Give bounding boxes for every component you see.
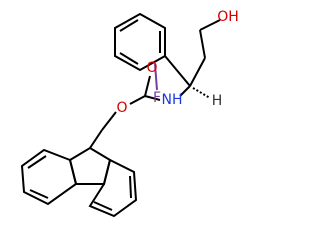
bond (129, 95, 146, 105)
bond (189, 57, 206, 87)
right-ring (88, 158, 138, 218)
atom-label: O (146, 60, 157, 76)
bond (144, 75, 151, 97)
bond (89, 129, 103, 149)
atom-label: OH (217, 9, 239, 25)
double-bond (119, 52, 139, 65)
atom-label: F (153, 90, 161, 106)
bond (144, 95, 161, 101)
bond (199, 29, 206, 59)
phenyl-ring (114, 12, 166, 72)
double-bond (29, 189, 49, 199)
double-bond (129, 175, 132, 199)
bond (179, 85, 191, 97)
double-bond (93, 201, 113, 211)
hashed-bond (192, 87, 211, 99)
bond (164, 55, 191, 87)
atom-label: O (116, 100, 127, 116)
bonds (20, 12, 221, 218)
atom-label: NH (162, 92, 183, 108)
bond (154, 63, 158, 91)
double-bond (27, 155, 47, 169)
double-bond (119, 19, 139, 32)
five-ring (68, 146, 112, 185)
left-ring (20, 148, 78, 206)
molecule-diagram: OH O F NH H O (20, 9, 239, 218)
bond (199, 19, 221, 31)
bond (101, 111, 117, 131)
atom-label: H (212, 93, 223, 109)
